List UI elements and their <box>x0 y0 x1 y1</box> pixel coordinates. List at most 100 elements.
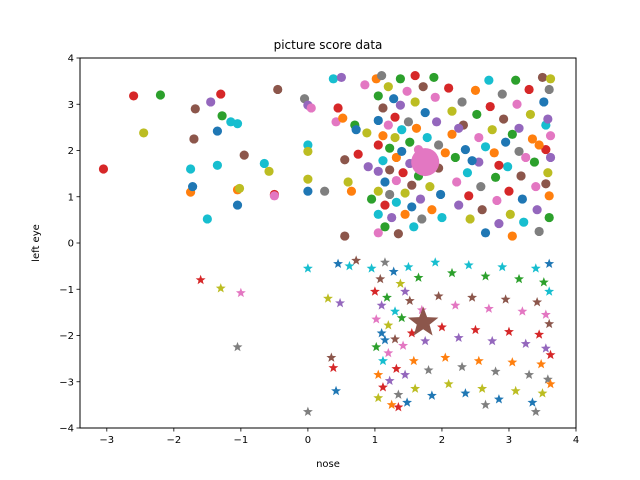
scatter-star <box>369 286 380 296</box>
scatter-star <box>328 362 339 373</box>
scatter-point <box>378 131 388 141</box>
scatter-point <box>303 140 313 150</box>
scatter-point <box>447 106 457 116</box>
scatter-star <box>477 383 488 393</box>
scatter-point <box>431 117 442 127</box>
scatter-star <box>413 272 424 282</box>
scatter-star <box>532 297 543 307</box>
scatter-star <box>453 332 464 343</box>
scatter-point <box>464 191 474 201</box>
scatter-point <box>353 149 363 159</box>
scatter-star <box>437 321 447 332</box>
scatter-point <box>155 90 166 100</box>
scatter-star <box>195 274 206 285</box>
scatter-point <box>385 143 395 153</box>
scatter-point <box>397 146 407 157</box>
scatter-point <box>340 155 350 165</box>
scatter-star <box>544 286 555 296</box>
scatter-star <box>416 304 427 315</box>
centroid-marker <box>411 148 440 177</box>
y-tick-label: −1 <box>59 285 74 296</box>
scatter-point <box>405 137 415 147</box>
scatter-point <box>525 109 536 120</box>
scatter-point <box>480 228 491 238</box>
scatter-point <box>504 186 514 196</box>
y-tick-label: 4 <box>68 54 74 65</box>
scatter-point <box>417 214 427 224</box>
x-tick-label: −1 <box>233 435 248 446</box>
scatter-point <box>402 86 412 96</box>
scatter-star <box>457 361 467 372</box>
scatter-point <box>429 72 439 83</box>
scatter-star <box>400 369 411 380</box>
scatter-point <box>537 72 548 83</box>
scatter-point <box>380 177 390 187</box>
x-tick-label: 1 <box>372 435 378 446</box>
scatter-point <box>378 156 388 166</box>
scatter-point <box>234 183 245 194</box>
scatter-point <box>460 144 471 155</box>
scatter-star <box>537 388 548 398</box>
scatter-star <box>376 300 387 310</box>
scatter-star <box>426 390 437 400</box>
scatter-star <box>410 383 421 393</box>
scatter-star <box>514 273 524 284</box>
scatter-point <box>407 180 417 190</box>
scatter-point <box>366 194 377 204</box>
scatter-star <box>375 273 386 284</box>
scatter-star <box>383 347 394 358</box>
scatter-point <box>378 103 388 113</box>
scatter-point <box>351 125 361 135</box>
scatter-star <box>383 320 394 330</box>
scatter-point <box>385 189 395 200</box>
scatter-point <box>328 74 338 84</box>
scatter-point <box>360 80 370 90</box>
scatter-point <box>331 117 341 127</box>
y-axis: 4 3 2 1 0 −1 −2 −3 −4 <box>59 54 80 435</box>
scatter-star <box>544 258 555 269</box>
scatter-point <box>373 91 383 101</box>
scatter-point <box>440 148 450 158</box>
scatter-point <box>333 103 343 113</box>
scatter-point <box>476 181 486 192</box>
scatter-point <box>212 160 223 170</box>
scatter-star <box>542 374 553 384</box>
scatter-point <box>390 112 400 122</box>
y-tick-label: 2 <box>68 146 74 157</box>
scatter-point <box>436 189 446 200</box>
scatter-point <box>400 209 410 219</box>
scatter-point <box>497 89 507 99</box>
scatter-point <box>454 123 464 133</box>
scatter-point <box>385 165 395 175</box>
x-tick-label: 4 <box>573 435 579 446</box>
scatter-point <box>534 140 544 150</box>
x-axis: −3 −2 −1 0 1 2 3 4 <box>99 428 579 446</box>
scatter-point <box>543 114 553 124</box>
scatter-star <box>473 355 484 366</box>
scatter-point <box>467 156 477 166</box>
scatter-star <box>544 318 555 329</box>
scatter-star <box>384 375 395 386</box>
scatter-point <box>410 70 420 81</box>
scatter-point <box>524 84 534 95</box>
scatter-star <box>510 385 521 396</box>
scatter-star <box>302 263 313 273</box>
scatter-point <box>494 218 504 229</box>
scatter-point <box>507 129 517 139</box>
scatter-point <box>544 212 554 223</box>
scatter-star <box>396 312 407 323</box>
scatter-point <box>409 222 419 232</box>
scatter-star <box>443 378 454 389</box>
scatter-star <box>323 293 333 303</box>
scatter-point <box>407 202 417 212</box>
scatter-star <box>460 388 471 398</box>
scatter-point <box>336 72 347 83</box>
scatter-point <box>397 125 407 135</box>
scatter-point <box>216 89 226 99</box>
scatter-point <box>433 140 444 150</box>
scatter-point <box>545 152 556 163</box>
scatter-point <box>232 200 243 210</box>
scatter-point <box>320 186 330 196</box>
